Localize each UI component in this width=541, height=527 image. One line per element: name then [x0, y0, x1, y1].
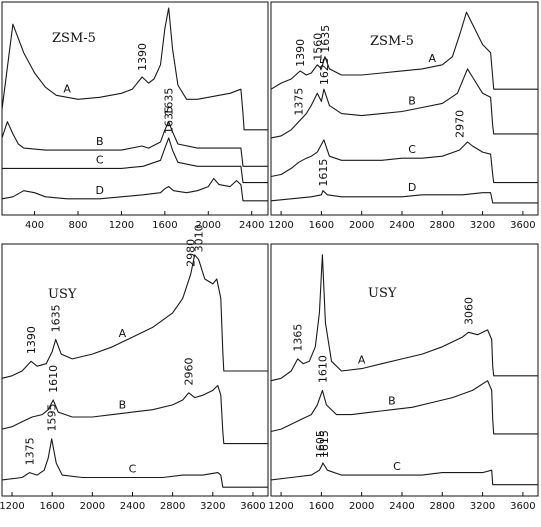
series-label: B [96, 135, 104, 148]
series-line-a [270, 11, 538, 90]
series-line-b [1, 384, 268, 445]
x-tick-label: 2400 [389, 220, 414, 231]
x-tick-label: 1200 [268, 501, 293, 512]
series-label: B [388, 395, 396, 408]
series-label: B [119, 398, 127, 411]
x-tick-label: 400 [25, 220, 44, 231]
x-tick-label: 3200 [470, 501, 495, 512]
peak-annotation: 1560 [311, 33, 324, 61]
x-tick-label: 2400 [389, 501, 414, 512]
series-label: B [408, 95, 416, 108]
peak-annotation: 2960 [183, 357, 196, 385]
x-tick-label: 800 [68, 220, 87, 231]
series-line-c [2, 137, 268, 184]
series-label: D [95, 184, 103, 197]
plot-frame [270, 1, 539, 216]
peak-annotation: 1605 [314, 430, 327, 458]
series-label: A [63, 82, 71, 95]
x-tick-label: 3600 [510, 501, 535, 512]
series-label: A [358, 354, 366, 367]
x-tick-label: 1600 [309, 501, 334, 512]
x-tick-label: 1200 [109, 220, 134, 231]
x-tick-label: 1200 [0, 501, 25, 512]
panel-title: USY [48, 287, 77, 302]
peak-annotation: 1635 [50, 304, 63, 332]
x-tick-label: 2400 [239, 220, 264, 231]
series-line-b [1, 121, 268, 167]
panel-zsm5-left: ZSM-5 400 800 1200 1600 2000 2400 A BC D 1390 1635… [1, 1, 269, 231]
x-tick-label: 2800 [160, 501, 185, 512]
x-tick-label: 2800 [430, 220, 455, 231]
x-tick-label: 3600 [240, 501, 265, 512]
peak-annotation: 2980 [185, 239, 198, 267]
series-line-d [1, 177, 268, 202]
x-tick-label: 3200 [200, 501, 225, 512]
series-label: C [129, 462, 137, 475]
panel-title: ZSM-5 [52, 31, 96, 46]
series-label: C [393, 460, 401, 473]
panel-title: ZSM-5 [370, 34, 414, 49]
x-tick-label: 2000 [196, 220, 221, 231]
peak-annotation: 1610 [47, 365, 60, 393]
panel-usy-left: USY 1200 1600 2000 2400 2800 3200 3600 A B C 29803… [0, 224, 269, 512]
series-line-a [1, 7, 268, 131]
series-label: A [428, 52, 436, 65]
x-tick-label: 1600 [309, 220, 334, 231]
series-label: A [119, 327, 127, 340]
panel-usy-right: USY 1200 1600 2000 2400 2800 3200 3600 A B C 1365 1… [268, 243, 539, 512]
series-line-d [270, 190, 538, 204]
series-line-c [270, 139, 538, 184]
panel-title: USY [368, 286, 397, 301]
peak-annotation: 3010 [193, 224, 206, 252]
x-tick-label: 3200 [470, 220, 495, 231]
series-line-a [1, 254, 268, 379]
x-tick-label: 3600 [510, 220, 535, 231]
peak-annotation: 1615 [317, 159, 330, 187]
peak-annotation: 1595 [46, 404, 59, 432]
series-label: D [408, 181, 416, 194]
series-line-c [270, 462, 538, 486]
peak-annotation: 1375 [293, 88, 306, 116]
x-tick-label: 2000 [349, 501, 374, 512]
series-line-b [270, 380, 538, 435]
peak-annotation: 2970 [453, 110, 466, 138]
peak-annotation: 1390 [25, 326, 38, 354]
x-tick-label: 2000 [349, 220, 374, 231]
peak-annotation: 1365 [292, 324, 305, 352]
series-line-b [270, 68, 538, 139]
plot-frame [270, 243, 539, 497]
x-tick-label: 1600 [39, 501, 64, 512]
x-tick-label: 2000 [80, 501, 105, 512]
peak-annotation: 1625 [318, 57, 331, 85]
x-tick-label: 2800 [430, 501, 455, 512]
series-line-c [1, 438, 268, 488]
panel-zsm5-right: ZSM-5 1200 1600 2000 2400 2800 3200 3600 A B C D 13… [268, 1, 539, 231]
series-label: C [408, 143, 416, 156]
peak-annotation: 1635 [163, 106, 176, 134]
peak-annotation: 1375 [24, 437, 37, 465]
x-tick-label: 1600 [152, 220, 177, 231]
peak-annotation: 1635 [163, 88, 176, 116]
series-label: C [96, 153, 104, 166]
peak-annotation: 1390 [294, 39, 307, 67]
plot-frame [1, 243, 269, 497]
peak-annotation: 3060 [463, 297, 476, 325]
series-line-a [270, 254, 538, 382]
x-tick-label: 2400 [120, 501, 145, 512]
peak-annotation: 1635 [319, 25, 332, 53]
peak-annotation: 1390 [136, 43, 149, 71]
peak-annotation: 1610 [316, 355, 329, 383]
x-tick-label: 1200 [268, 220, 293, 231]
peak-annotation: 1615 [318, 430, 331, 458]
